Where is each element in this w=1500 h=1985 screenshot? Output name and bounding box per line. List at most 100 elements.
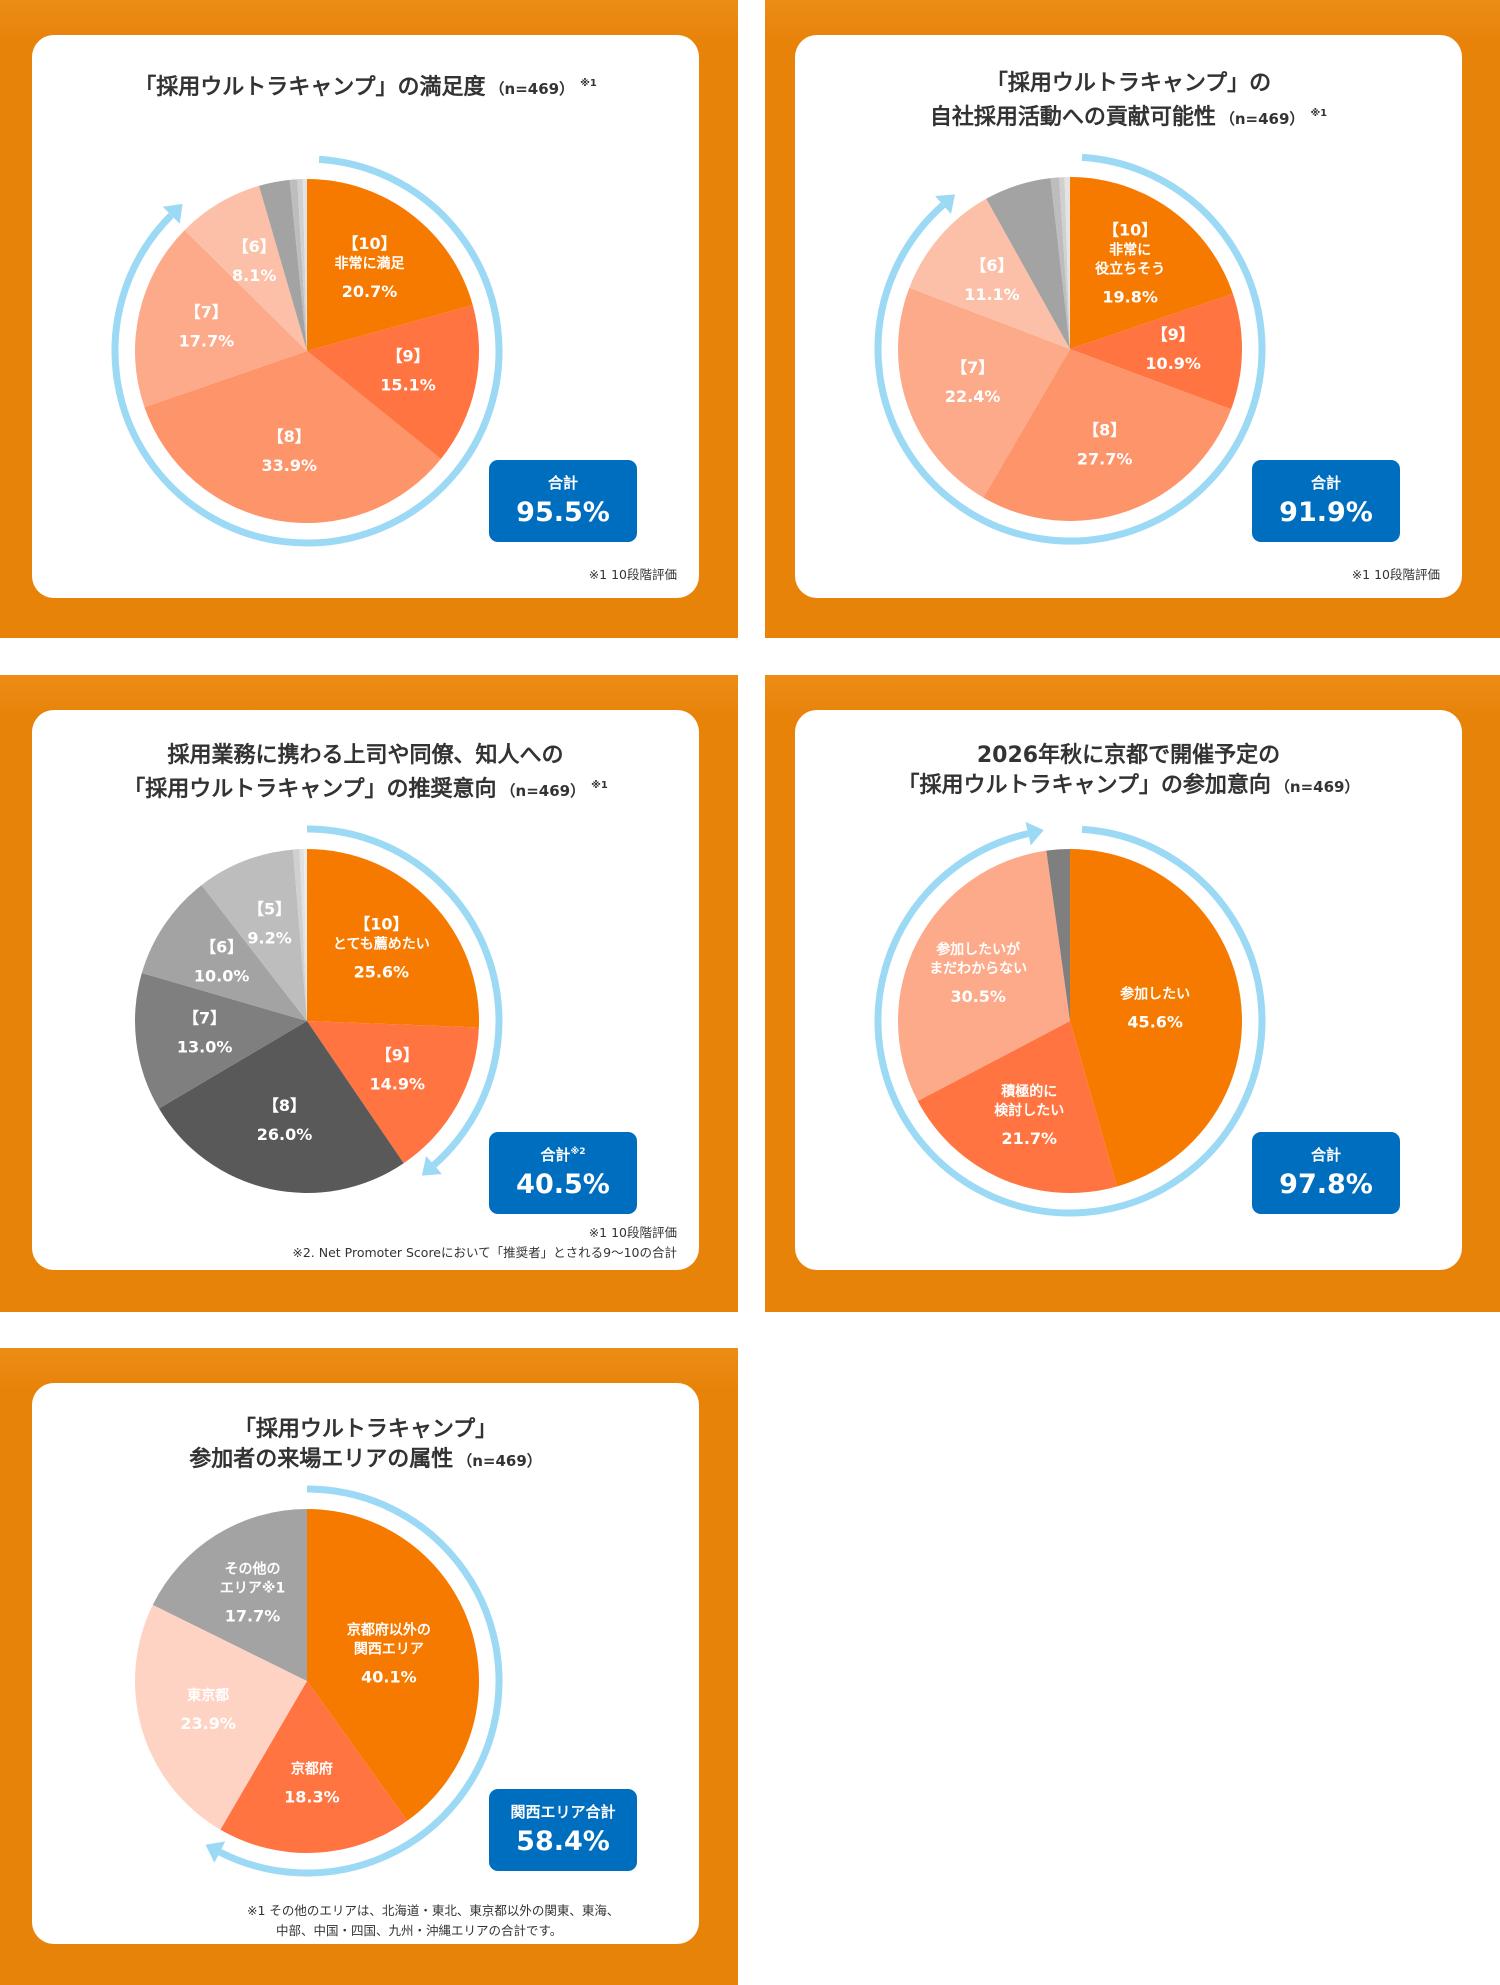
pie-slice (898, 850, 1070, 1102)
slice-label: 【7】 22.4% (945, 358, 1001, 406)
footnote-line: ※1 10段階評価 (1351, 567, 1440, 582)
pie-slice (1070, 293, 1242, 410)
total-box: 合計※2 40.5% (489, 1132, 637, 1214)
slice-value-label: 26.0% (257, 1125, 313, 1144)
total-box: 関西エリア合計 58.4% (489, 1789, 637, 1871)
slice-category-label: エリア※1 (220, 1580, 285, 1596)
chart-card: 「採用ウルトラキャンプ」の満足度 （n=469） ※1 【10】 非常に満足 20.7%… (32, 35, 699, 598)
pie-slice (303, 849, 307, 1021)
slice-category-label: 参加したい (1120, 986, 1190, 1003)
total-value: 91.9% (1279, 497, 1373, 528)
slice-category-label: 参加したいが (936, 941, 1021, 958)
slice-label: 【6】 11.1% (964, 256, 1020, 304)
slice-category-label: 【8】 (1083, 421, 1126, 440)
slice-category-label: とても薦めたい (333, 935, 430, 952)
chart-panel-participation: 2026年秋に京都で開催予定の 「採用ウルトラキャンプ」の参加意向 （n=469）… (765, 675, 1500, 1312)
slice-label: 【5】 9.2% (247, 899, 291, 947)
slice-label: 東京都 23.9% (180, 1687, 236, 1733)
ring-arrow (874, 153, 1266, 545)
pie-slice (259, 179, 307, 351)
chart-panel-area: 「採用ウルトラキャンプ」 参加者の来場エリアの属性 （n=469） 京都府以外の関… (0, 1348, 738, 1985)
pie-chart: 【10】非常に満足 20.7% 【9】 15.1% 【8】 33.9% 【7】 17.7% 【6… (111, 155, 503, 547)
pie-slice (1070, 177, 1233, 349)
chart-panel-satisfaction: 「採用ウルトラキャンプ」の満足度 （n=469） ※1 【10】 非常に満足 20.7%… (0, 0, 738, 638)
pie-slice (898, 287, 1070, 498)
chart-title: 「採用ウルトラキャンプ」 参加者の来場エリアの属性 （n=469） (32, 1415, 699, 1476)
chart-card: 「採用ウルトラキャンプ」の 自社採用活動への貢献可能性 （n=469） ※1 【10… (795, 35, 1462, 598)
slice-label: 参加したい 45.6% (1120, 986, 1190, 1032)
pie-slice (201, 849, 307, 1021)
slice-label: 【10】とても薦めたい 25.6% (333, 914, 430, 981)
slice-label: 【10】非常に満足 20.7% (334, 234, 405, 301)
slice-category-label: 京都府以外の (347, 1622, 431, 1639)
slice-category-label: 非常に満足 (334, 255, 405, 272)
slice-value-label: 33.9% (261, 456, 317, 475)
title-line: 「採用ウルトラキャンプ」の (985, 71, 1272, 96)
total-label: 合計 (1310, 474, 1341, 492)
slice-value-label: 10.9% (1145, 354, 1201, 373)
slice-category-label: 【9】 (386, 346, 429, 365)
pie-slice (1050, 177, 1070, 349)
title-note: ※1 (591, 780, 608, 791)
slice-value-label: 25.6% (354, 962, 410, 981)
sample-size: （n=469） (489, 80, 575, 98)
slice-value-label: 10.0% (194, 966, 250, 985)
pie-slice (307, 305, 479, 459)
title-line: 「採用ウルトラキャンプ」の満足度 (134, 75, 486, 100)
ring-arrow (218, 1485, 503, 1877)
total-label-text: 合計 (540, 1146, 571, 1164)
slice-label: 【6】 10.0% (194, 937, 250, 985)
footnote-line: ※1 10段階評価 (588, 1225, 677, 1240)
slice-category-label: その他の (225, 1560, 281, 1577)
pie-slice (292, 849, 307, 1021)
pie-slice (141, 885, 307, 1021)
pie-slice (307, 1021, 479, 1164)
slice-label: 【6】 8.1% (232, 237, 276, 285)
slice-label: 【7】 17.7% (179, 303, 235, 351)
pie-slice (986, 178, 1070, 349)
chart-title: 採用業務に携わる上司や同僚、知人への 「採用ウルトラキャンプ」の推奨意向 （n=4… (32, 741, 699, 806)
slice-label: その他のエリア※1 17.7% (220, 1560, 285, 1625)
slice-category-label: 【8】 (263, 1096, 306, 1115)
slice-value-label: 21.7% (1002, 1129, 1058, 1148)
slice-value-label: 30.5% (950, 987, 1006, 1006)
pie-slice (1070, 849, 1242, 1187)
pie-slice (299, 849, 307, 1021)
slice-category-label: 【6】 (233, 237, 276, 256)
pie-slice (144, 351, 441, 523)
total-box: 合計 91.9% (1252, 460, 1400, 542)
slice-value-label: 17.7% (225, 1606, 281, 1625)
slice-category-label: 【7】 (951, 358, 994, 377)
slice-category-label: 【7】 (183, 1008, 226, 1027)
chart-title: 「採用ウルトラキャンプ」の満足度 （n=469） ※1 (32, 69, 699, 104)
total-label: 合計 (1310, 1146, 1341, 1164)
total-box: 合計 95.5% (489, 460, 637, 542)
ring-arrow (306, 825, 503, 1168)
slice-category-label: 東京都 (187, 1687, 229, 1704)
pie-slice (917, 1021, 1117, 1193)
pie-slice (983, 349, 1232, 521)
arrowhead-icon (162, 203, 183, 224)
slice-category-label: まだわからない (929, 961, 1027, 977)
ring-arrow (874, 825, 1266, 1217)
slice-category-label: 【9】 (376, 1046, 419, 1065)
footnote: ※1 10段階評価 (1352, 565, 1440, 585)
slice-value-label: 17.7% (179, 332, 235, 351)
slice-category-label: 【10】 (1103, 221, 1157, 240)
total-label: 合計※2 (489, 1144, 637, 1165)
pie-slice (307, 179, 473, 351)
sample-size: （n=469） (500, 782, 586, 800)
pie-slice (289, 179, 307, 351)
slice-value-label: 15.1% (380, 375, 436, 394)
pie-slice (297, 179, 307, 351)
chart-title: 2026年秋に京都で開催予定の 「採用ウルトラキャンプ」の参加意向 （n=469） (795, 741, 1462, 802)
slice-label: 【8】 26.0% (257, 1096, 313, 1144)
title-line: 自社採用活動への貢献可能性 (929, 105, 1216, 130)
slice-category-label: 【6】 (200, 937, 243, 956)
total-value: 40.5% (516, 1169, 610, 1200)
pie-slice (302, 179, 307, 351)
slice-category-label: 検討したい (994, 1102, 1064, 1119)
